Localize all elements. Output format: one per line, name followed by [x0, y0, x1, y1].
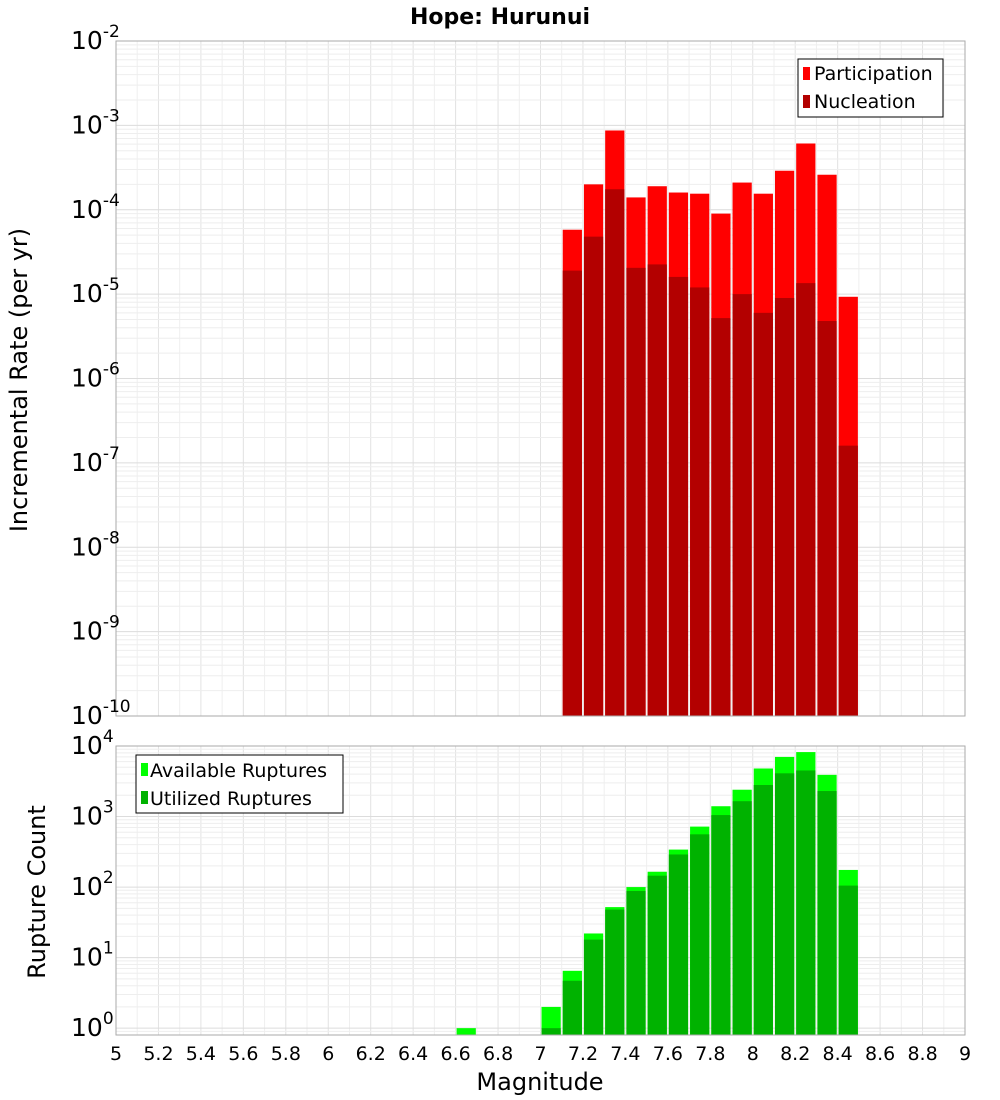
- y-tick-label: 104: [71, 727, 114, 760]
- utilized-bar: [796, 770, 816, 1035]
- utilized-bar: [562, 980, 582, 1035]
- y-tick-label: 10-8: [71, 528, 120, 561]
- x-tick-label: 5.6: [228, 1043, 258, 1065]
- x-tick-label: 6.2: [356, 1043, 386, 1065]
- utilized-bar: [817, 791, 837, 1035]
- nucleation-bar: [583, 236, 604, 716]
- utilized-bar: [774, 773, 795, 1035]
- bottom-legend-box: [135, 754, 344, 814]
- legend-swatch-available: [141, 763, 148, 776]
- nucleation-bar: [753, 312, 773, 716]
- chart-title: Hope: Hurunui: [410, 5, 590, 30]
- nucleation-bar: [732, 294, 752, 716]
- utilized-bar: [711, 815, 731, 1035]
- utilized-bar: [647, 875, 667, 1035]
- bottom-plot-border: [115, 745, 966, 1036]
- x-tick-labels: 5 5.2 5.4 5.6 5.8 6 6.2 6.4 6.6 6.8 7 7.2 7.4 7.6 7.8 8…: [110, 1043, 971, 1065]
- y-tick-label: 100: [71, 1009, 114, 1042]
- legend-label-participation: Participation: [814, 63, 933, 85]
- bottom-legend: Available Ruptures Utilized Ruptures: [135, 754, 344, 814]
- bottom-y-axis-label: Rupture Count: [23, 805, 51, 979]
- nucleation-bar: [796, 283, 816, 716]
- legend-label-utilized: Utilized Ruptures: [150, 788, 312, 810]
- y-tick-label: 101: [71, 939, 114, 972]
- legend-swatch-utilized: [141, 791, 148, 804]
- y-tick-label: 10-9: [71, 613, 120, 646]
- utilized-bar: [626, 890, 646, 1035]
- available-bar: [541, 1006, 561, 1035]
- nucleation-bar: [838, 445, 858, 716]
- x-tick-label: 9: [959, 1043, 971, 1065]
- x-tick-label: 6.6: [440, 1043, 470, 1065]
- utilized-bar: [753, 784, 773, 1035]
- nucleation-bar: [817, 321, 837, 716]
- x-tick-label: 7: [534, 1043, 546, 1065]
- top-panel: 10-10 10-9 10-8 10-7 10-6 10-5 10-4 10-3 10-2 In…: [5, 22, 966, 730]
- y-tick-label: 10-2: [71, 22, 120, 55]
- x-tick-label: 7.4: [610, 1043, 640, 1065]
- utilized-bar: [605, 909, 625, 1035]
- x-tick-label: 8: [747, 1043, 759, 1065]
- available-bar: [456, 1028, 476, 1035]
- top-legend-box: [797, 58, 944, 118]
- nucleation-bar: [626, 267, 646, 716]
- top-y-axis-label: Incremental Rate (per yr): [5, 228, 33, 532]
- x-tick-label: 6.8: [483, 1043, 513, 1065]
- utilized-bar: [690, 834, 710, 1035]
- nucleation-bar: [774, 297, 795, 716]
- x-tick-label: 5.2: [143, 1043, 173, 1065]
- y-tick-label: 10-4: [71, 191, 120, 224]
- x-tick-label: 7.6: [653, 1043, 683, 1065]
- top-plot-border: [115, 40, 966, 717]
- top-gridlines: [115, 40, 966, 717]
- x-tick-label: 5.8: [271, 1043, 301, 1065]
- utilized-bar: [838, 885, 858, 1035]
- bottom-panel: 100 101 102 103 104 5 5.2 5.4 5.6 5.8 6 6.2 6.4 6.6 6…: [23, 727, 971, 1096]
- utilized-bar: [583, 939, 604, 1035]
- utilized-bar: [668, 854, 689, 1035]
- top-y-tick-labels: 10-10 10-9 10-8 10-7 10-6 10-5 10-4 10-3 10-2: [71, 22, 131, 730]
- y-tick-label: 10-5: [71, 275, 120, 308]
- nucleation-bar: [605, 189, 625, 717]
- x-axis-label: Magnitude: [476, 1068, 603, 1096]
- nucleation-bar: [668, 276, 689, 716]
- nucleation-bar: [647, 264, 667, 716]
- x-tick-label: 8.4: [823, 1043, 853, 1065]
- x-tick-label: 7.2: [568, 1043, 598, 1065]
- top-bars: [562, 130, 858, 717]
- utilized-bar: [541, 1028, 561, 1035]
- y-tick-label: 102: [71, 868, 114, 901]
- bottom-y-tick-labels: 100 101 102 103 104: [71, 727, 114, 1042]
- nucleation-bar: [711, 318, 731, 716]
- x-tick-label: 8.6: [865, 1043, 895, 1065]
- y-tick-label: 10-10: [71, 697, 131, 730]
- legend-label-available: Available Ruptures: [150, 760, 327, 782]
- nucleation-bar: [562, 270, 582, 716]
- x-tick-label: 6: [322, 1043, 334, 1065]
- x-tick-label: 8.2: [780, 1043, 810, 1065]
- top-legend: Participation Nucleation: [797, 58, 944, 118]
- legend-label-nucleation: Nucleation: [814, 91, 916, 113]
- utilized-bar: [732, 801, 752, 1035]
- legend-swatch-participation: [803, 67, 810, 80]
- x-tick-label: 7.8: [695, 1043, 725, 1065]
- x-tick-label: 5: [110, 1043, 122, 1065]
- x-tick-label: 8.8: [907, 1043, 937, 1065]
- bottom-bars: [456, 752, 858, 1035]
- x-tick-label: 5.4: [186, 1043, 216, 1065]
- y-tick-label: 10-7: [71, 444, 120, 477]
- y-tick-label: 10-6: [71, 360, 120, 393]
- nucleation-bar: [690, 287, 710, 716]
- legend-swatch-nucleation: [803, 95, 810, 108]
- y-tick-label: 103: [71, 798, 114, 831]
- y-tick-label: 10-3: [71, 106, 120, 139]
- x-tick-label: 6.4: [398, 1043, 428, 1065]
